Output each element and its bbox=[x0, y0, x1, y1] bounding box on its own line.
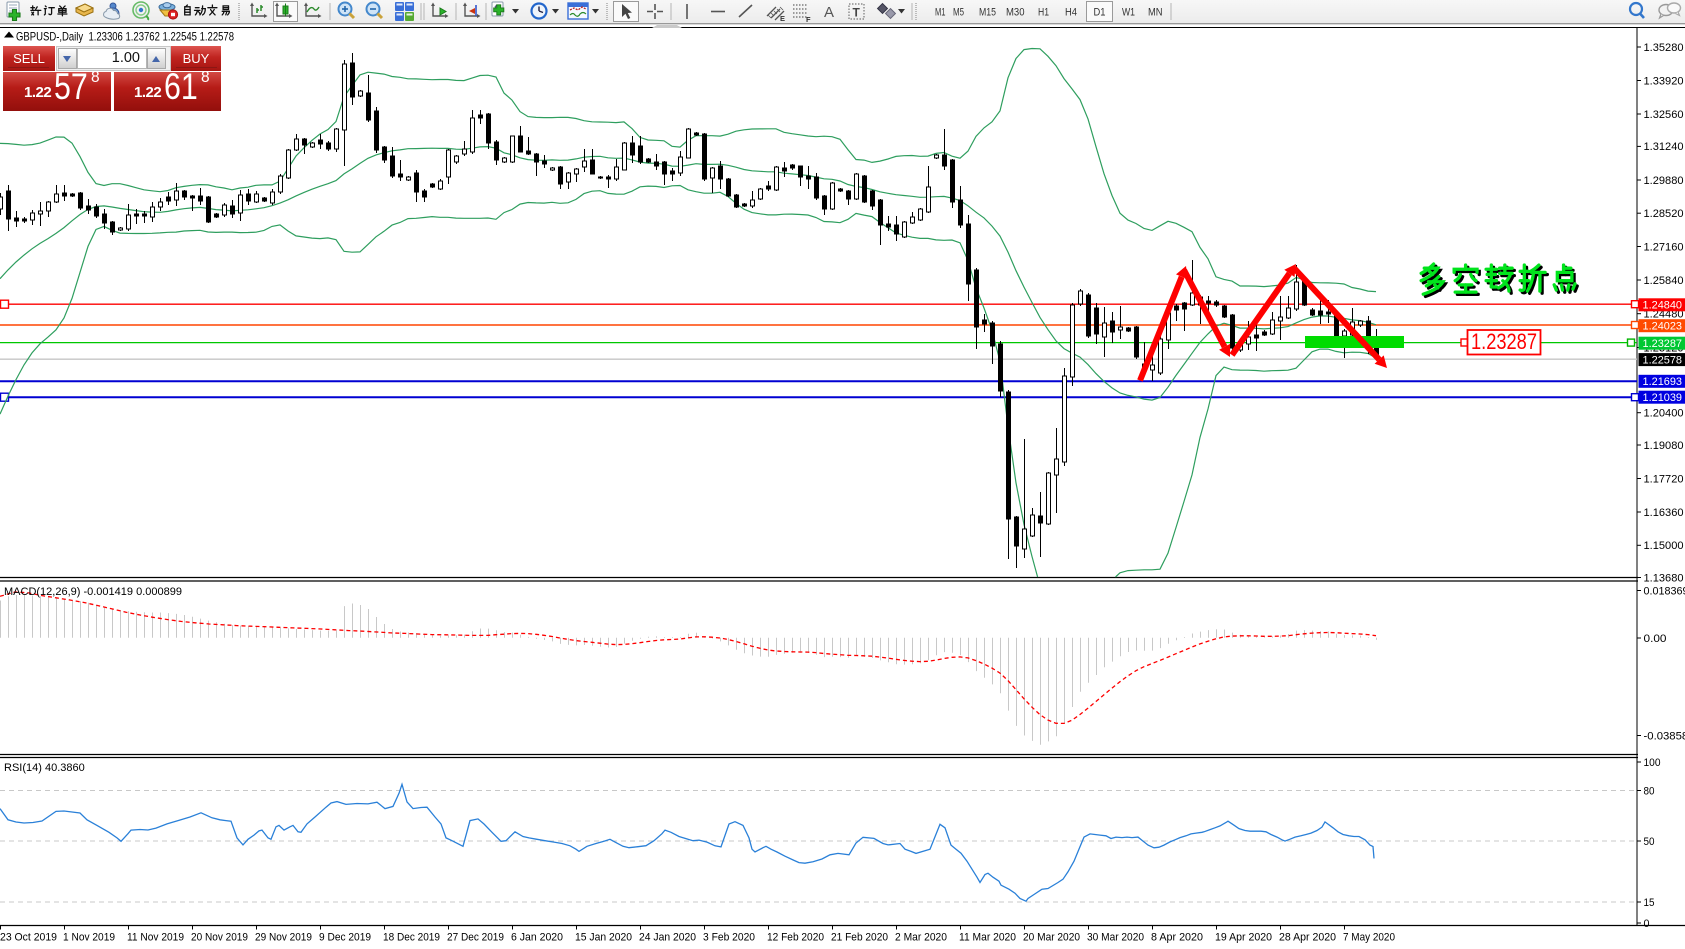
svg-text:1 Nov 2019: 1 Nov 2019 bbox=[63, 932, 115, 944]
svg-text:1.33920: 1.33920 bbox=[1644, 75, 1684, 87]
svg-text:2 Mar 2020: 2 Mar 2020 bbox=[895, 932, 947, 944]
svg-text:W1: W1 bbox=[1122, 7, 1135, 19]
svg-text:27 Dec 2019: 27 Dec 2019 bbox=[447, 932, 504, 944]
svg-text:15 Jan 2020: 15 Jan 2020 bbox=[575, 932, 632, 944]
svg-text:T: T bbox=[853, 6, 861, 20]
svg-text:H4: H4 bbox=[1065, 7, 1077, 19]
svg-text:1.24480: 1.24480 bbox=[1644, 309, 1684, 321]
svg-text:0.00: 0.00 bbox=[1644, 633, 1667, 645]
svg-text:1.29880: 1.29880 bbox=[1644, 175, 1684, 187]
svg-text:M1: M1 bbox=[935, 7, 946, 19]
svg-text:1.15000: 1.15000 bbox=[1644, 540, 1684, 552]
svg-text:0.018369: 0.018369 bbox=[1644, 585, 1685, 597]
svg-text:1.16360: 1.16360 bbox=[1644, 507, 1684, 519]
svg-text:1.21039: 1.21039 bbox=[1643, 392, 1683, 404]
svg-text:20 Mar 2020: 20 Mar 2020 bbox=[1023, 932, 1080, 944]
svg-text:MACD(12,26,9) -0.001419 0.0008: MACD(12,26,9) -0.001419 0.000899 bbox=[4, 586, 182, 598]
svg-text:D1: D1 bbox=[1094, 7, 1106, 19]
svg-text:1.19080: 1.19080 bbox=[1644, 440, 1684, 452]
svg-text:18 Dec 2019: 18 Dec 2019 bbox=[383, 932, 440, 944]
svg-text:29 Nov 2019: 29 Nov 2019 bbox=[255, 932, 312, 944]
svg-text:1.23287: 1.23287 bbox=[1471, 329, 1537, 354]
svg-text:1.28520: 1.28520 bbox=[1644, 208, 1684, 220]
svg-text:11 Nov 2019: 11 Nov 2019 bbox=[127, 932, 184, 944]
svg-text:3 Feb 2020: 3 Feb 2020 bbox=[703, 932, 755, 944]
svg-text:50: 50 bbox=[1644, 836, 1655, 848]
svg-text:A: A bbox=[824, 4, 834, 21]
svg-text:1.21693: 1.21693 bbox=[1643, 376, 1683, 388]
svg-text:E: E bbox=[780, 14, 785, 23]
svg-text:80: 80 bbox=[1644, 785, 1655, 797]
svg-text:F: F bbox=[806, 15, 811, 24]
svg-text:8 Apr 2020: 8 Apr 2020 bbox=[1151, 932, 1203, 944]
svg-text:20 Nov 2019: 20 Nov 2019 bbox=[191, 932, 248, 944]
svg-text:1.24840: 1.24840 bbox=[1643, 300, 1683, 312]
svg-text:24 Jan 2020: 24 Jan 2020 bbox=[639, 932, 696, 944]
svg-text:1.23287: 1.23287 bbox=[1643, 338, 1683, 350]
svg-text:M5: M5 bbox=[953, 7, 964, 19]
svg-text:15: 15 bbox=[1644, 897, 1655, 909]
svg-text:23 Oct 2019: 23 Oct 2019 bbox=[0, 932, 57, 944]
svg-text:M30: M30 bbox=[1006, 7, 1025, 19]
svg-text:12 Feb 2020: 12 Feb 2020 bbox=[767, 932, 824, 944]
svg-text:1.25840: 1.25840 bbox=[1644, 275, 1684, 287]
svg-text:RSI(14) 40.3860: RSI(14) 40.3860 bbox=[4, 762, 85, 774]
svg-text:11 Mar 2020: 11 Mar 2020 bbox=[959, 932, 1016, 944]
svg-text:0: 0 bbox=[1644, 918, 1650, 930]
svg-text:7 May 2020: 7 May 2020 bbox=[1343, 932, 1395, 944]
svg-text:1.17720: 1.17720 bbox=[1644, 473, 1684, 485]
svg-text:1.24023: 1.24023 bbox=[1643, 321, 1683, 333]
svg-text:MN: MN bbox=[1148, 7, 1163, 19]
svg-text:GBPUSD-,Daily 1.23306 1.23762: GBPUSD-,Daily 1.23306 1.23762 1.22545 1.… bbox=[16, 30, 234, 44]
svg-text:1.31240: 1.31240 bbox=[1644, 141, 1684, 153]
svg-text:28 Apr 2020: 28 Apr 2020 bbox=[1279, 932, 1336, 944]
svg-text:1.27160: 1.27160 bbox=[1644, 241, 1684, 253]
svg-text:30 Mar 2020: 30 Mar 2020 bbox=[1087, 932, 1144, 944]
svg-text:21 Feb 2020: 21 Feb 2020 bbox=[831, 932, 888, 944]
svg-text:1.35280: 1.35280 bbox=[1644, 42, 1684, 54]
svg-text:1.32560: 1.32560 bbox=[1644, 109, 1684, 121]
svg-text:1.13680: 1.13680 bbox=[1644, 572, 1684, 584]
svg-text:H1: H1 bbox=[1038, 7, 1049, 19]
svg-text:19 Apr 2020: 19 Apr 2020 bbox=[1215, 932, 1272, 944]
svg-text:6 Jan 2020: 6 Jan 2020 bbox=[511, 932, 563, 944]
svg-text:1.22578: 1.22578 bbox=[1643, 354, 1683, 366]
svg-text:9 Dec 2019: 9 Dec 2019 bbox=[319, 932, 371, 944]
svg-text:-0.038585: -0.038585 bbox=[1644, 730, 1685, 742]
svg-text:100: 100 bbox=[1644, 757, 1661, 769]
svg-text:1.20400: 1.20400 bbox=[1644, 408, 1684, 420]
svg-text:M15: M15 bbox=[979, 7, 996, 19]
